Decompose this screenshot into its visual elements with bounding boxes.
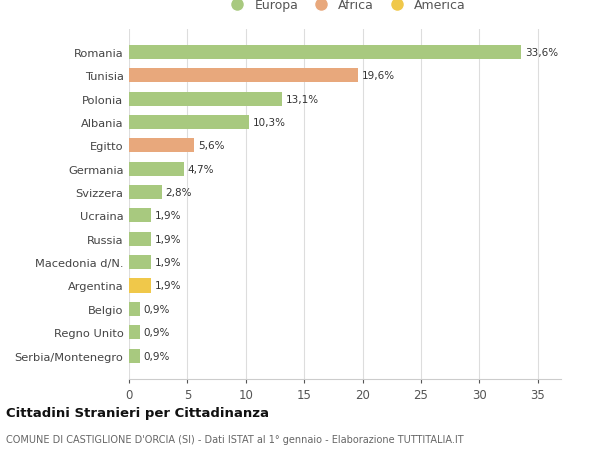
Text: 10,3%: 10,3% bbox=[253, 118, 286, 128]
Text: 0,9%: 0,9% bbox=[143, 351, 169, 361]
Bar bbox=[129, 69, 358, 83]
Legend: Europa, Africa, America: Europa, Africa, America bbox=[219, 0, 471, 17]
Bar bbox=[129, 349, 140, 363]
Text: 4,7%: 4,7% bbox=[187, 164, 214, 174]
Text: 0,9%: 0,9% bbox=[143, 304, 169, 314]
Bar bbox=[129, 92, 282, 106]
Text: 5,6%: 5,6% bbox=[198, 141, 224, 151]
Bar bbox=[129, 139, 194, 153]
Text: 1,9%: 1,9% bbox=[155, 211, 181, 221]
Text: 33,6%: 33,6% bbox=[525, 48, 558, 58]
Bar bbox=[129, 232, 151, 246]
Bar bbox=[129, 256, 151, 269]
Text: 1,9%: 1,9% bbox=[155, 257, 181, 268]
Bar bbox=[129, 302, 140, 316]
Text: Cittadini Stranieri per Cittadinanza: Cittadini Stranieri per Cittadinanza bbox=[6, 406, 269, 419]
Text: 1,9%: 1,9% bbox=[155, 281, 181, 291]
Bar bbox=[129, 209, 151, 223]
Text: COMUNE DI CASTIGLIONE D'ORCIA (SI) - Dati ISTAT al 1° gennaio - Elaborazione TUT: COMUNE DI CASTIGLIONE D'ORCIA (SI) - Dat… bbox=[6, 434, 464, 444]
Bar bbox=[129, 185, 161, 200]
Bar bbox=[129, 325, 140, 340]
Text: 19,6%: 19,6% bbox=[361, 71, 394, 81]
Bar bbox=[129, 46, 521, 60]
Text: 0,9%: 0,9% bbox=[143, 328, 169, 337]
Bar bbox=[129, 116, 249, 129]
Text: 2,8%: 2,8% bbox=[165, 188, 191, 197]
Text: 1,9%: 1,9% bbox=[155, 234, 181, 244]
Bar bbox=[129, 279, 151, 293]
Text: 13,1%: 13,1% bbox=[286, 95, 319, 104]
Bar bbox=[129, 162, 184, 176]
